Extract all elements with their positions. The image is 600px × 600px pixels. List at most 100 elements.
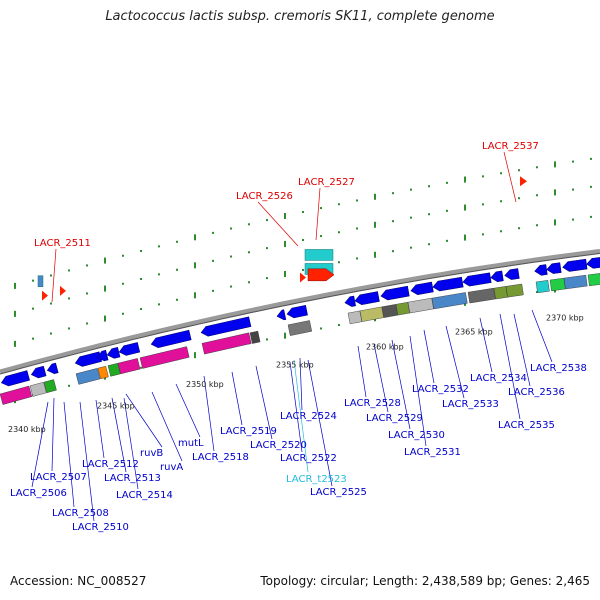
gene-label[interactable]: LACR_2520 bbox=[250, 440, 307, 451]
accession-value: NC_008527 bbox=[77, 574, 147, 588]
guide-dot bbox=[176, 298, 178, 301]
gene-label[interactable]: ruvA bbox=[160, 462, 183, 473]
guide-dot bbox=[284, 271, 286, 278]
guide-dot bbox=[266, 247, 268, 250]
gene-arrow bbox=[30, 365, 47, 379]
gene-label[interactable]: LACR_2530 bbox=[388, 430, 445, 441]
gene-label-red[interactable]: LACR_2511 bbox=[34, 238, 91, 249]
guide-dot bbox=[140, 278, 142, 281]
accession-label: Accession: bbox=[10, 574, 74, 588]
guide-dot bbox=[518, 227, 520, 230]
gene-label[interactable]: LACR_2510 bbox=[72, 522, 129, 533]
gene-label[interactable]: LACR_2536 bbox=[508, 387, 565, 398]
gene-label-red[interactable]: LACR_2527 bbox=[298, 177, 355, 188]
gene-block bbox=[505, 283, 524, 298]
gene-label[interactable]: LACR_2522 bbox=[280, 453, 337, 464]
gene-label[interactable]: LACR_2528 bbox=[344, 398, 401, 409]
gene-label[interactable]: LACR_2506 bbox=[10, 488, 67, 499]
label-leader-line bbox=[499, 313, 521, 420]
gene-label[interactable]: LACR_2525 bbox=[310, 487, 367, 498]
guide-dot bbox=[248, 251, 250, 254]
gene-label[interactable]: ruvB bbox=[140, 448, 163, 459]
guide-dot bbox=[122, 312, 124, 315]
gene-block bbox=[117, 358, 141, 375]
gene-label[interactable]: LACR_2508 bbox=[52, 508, 109, 519]
scale-tick-label: 2355 kbp bbox=[276, 360, 314, 369]
guide-dot bbox=[230, 285, 232, 288]
guide-dot bbox=[374, 193, 376, 200]
guide-dot bbox=[320, 235, 322, 238]
guide-dot bbox=[68, 327, 70, 330]
label-leader-line bbox=[289, 361, 303, 453]
gene-label[interactable]: LACR_2533 bbox=[442, 399, 499, 410]
scale-tick-label: 2340 kbp bbox=[8, 425, 46, 434]
guide-dot bbox=[410, 246, 412, 249]
gene-label[interactable]: LACR_2538 bbox=[530, 363, 587, 374]
guide-dot bbox=[212, 259, 214, 262]
guide-dot bbox=[194, 292, 196, 299]
guide-dot bbox=[482, 203, 484, 206]
topology-info: Topology: circular; Length: 2,438,589 bp… bbox=[260, 574, 590, 588]
guide-dot bbox=[140, 250, 142, 253]
guide-dot bbox=[338, 323, 340, 326]
gene-block bbox=[407, 297, 434, 314]
guide-dot bbox=[428, 243, 430, 246]
accession: Accession: NC_008527 bbox=[10, 574, 146, 588]
label-leader-line bbox=[151, 391, 183, 462]
guide-dot bbox=[482, 175, 484, 178]
guide-dot bbox=[518, 169, 520, 172]
gene-label[interactable]: LACR_2529 bbox=[366, 413, 423, 424]
gene-label-red[interactable]: LACR_2526 bbox=[236, 191, 293, 202]
label-leader-line bbox=[51, 397, 55, 472]
guide-dot bbox=[302, 239, 304, 242]
guide-dot bbox=[410, 216, 412, 219]
gene-label[interactable]: LACR_2514 bbox=[116, 490, 173, 501]
guide-dot bbox=[248, 223, 250, 226]
gene-label[interactable]: LACR_2524 bbox=[280, 411, 337, 422]
gene-arrow bbox=[546, 262, 562, 274]
gene-label[interactable]: LACR_2534 bbox=[470, 373, 527, 384]
gene-arrow bbox=[0, 370, 30, 387]
label-leader-line bbox=[299, 357, 303, 411]
label-leader-line bbox=[293, 359, 309, 473]
gene-arrow bbox=[276, 309, 287, 321]
gene-block bbox=[549, 277, 566, 292]
guide-dot bbox=[302, 211, 304, 214]
guide-dot bbox=[572, 160, 574, 163]
gene-arrow bbox=[562, 258, 588, 272]
guide-dot bbox=[572, 218, 574, 221]
guide-dot bbox=[32, 307, 34, 310]
guide-dot bbox=[464, 234, 466, 241]
gene-label[interactable]: LACR_2531 bbox=[404, 447, 461, 458]
gene-arrow bbox=[490, 270, 504, 283]
guide-dot bbox=[50, 274, 52, 277]
guide-dot bbox=[104, 315, 106, 322]
gene-label[interactable]: LACR_2518 bbox=[192, 452, 249, 463]
gene-label-red[interactable]: LACR_2537 bbox=[482, 141, 539, 152]
gene-block bbox=[97, 365, 109, 380]
gene-block bbox=[201, 332, 252, 355]
guide-dot bbox=[338, 231, 340, 234]
gene-label-trna[interactable]: LACR_t2523 bbox=[286, 474, 347, 485]
gene-arrow bbox=[118, 342, 141, 356]
gene-label[interactable]: mutL bbox=[178, 438, 204, 449]
guide-dot bbox=[230, 227, 232, 230]
label-leader-line bbox=[63, 401, 75, 508]
gene-arrow bbox=[286, 304, 308, 319]
guide-dot bbox=[446, 239, 448, 242]
gene-block bbox=[107, 362, 121, 377]
guide-dot bbox=[320, 207, 322, 210]
gene-block bbox=[29, 381, 47, 397]
gene-label[interactable]: LACR_2507 bbox=[30, 472, 87, 483]
gene-label[interactable]: LACR_2512 bbox=[82, 459, 139, 470]
guide-dot bbox=[68, 269, 70, 272]
guide-dot bbox=[284, 241, 286, 248]
guide-dot bbox=[32, 279, 34, 282]
gene-label[interactable]: LACR_2532 bbox=[412, 384, 469, 395]
gene-label[interactable]: LACR_2535 bbox=[498, 420, 555, 431]
gene-label[interactable]: LACR_2519 bbox=[220, 426, 277, 437]
label-leader-line bbox=[51, 248, 57, 303]
label-leader-line bbox=[123, 397, 139, 490]
gene-label[interactable]: LACR_2513 bbox=[104, 473, 161, 484]
